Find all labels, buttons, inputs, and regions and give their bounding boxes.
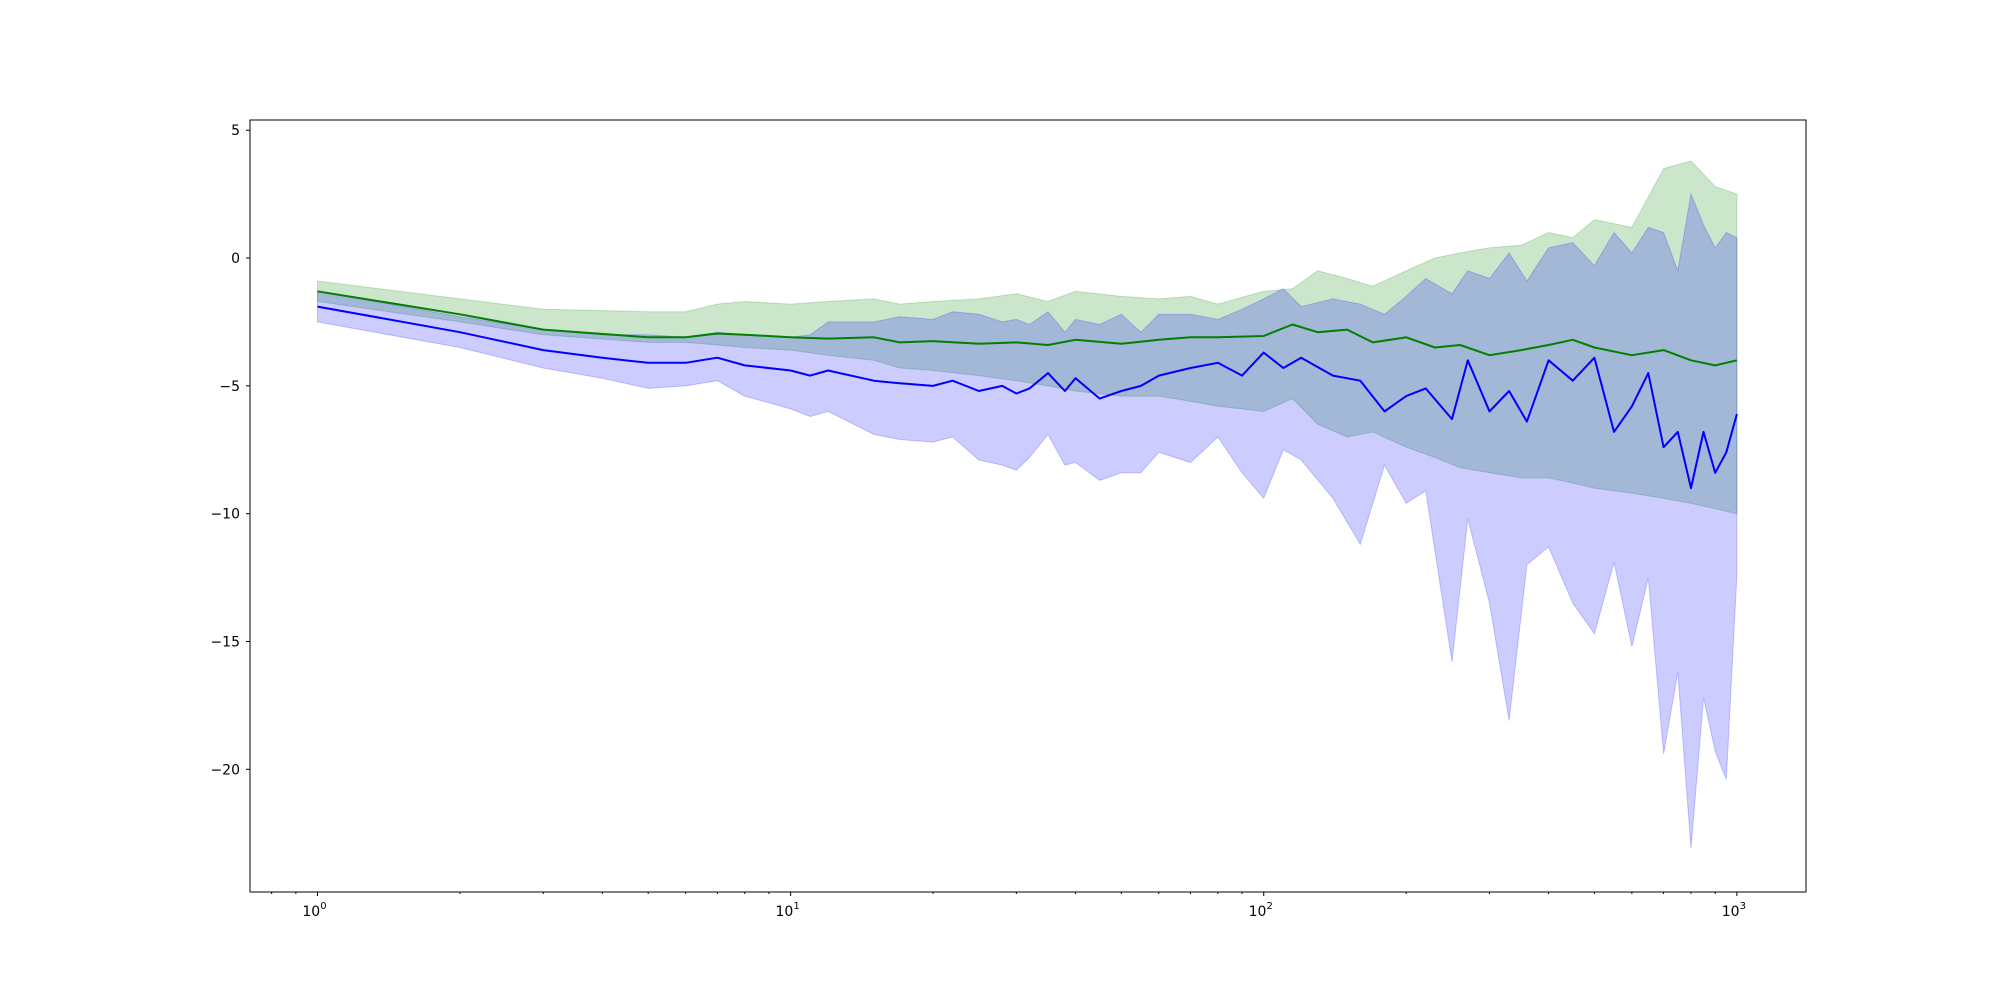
x-tick-exponent: 0	[320, 901, 326, 912]
x-tick-base: 10	[1249, 904, 1267, 920]
x-tick-label: 102	[1249, 901, 1273, 920]
x-tick-exponent: 3	[1740, 901, 1746, 912]
y-tick-label: −10	[210, 507, 240, 523]
blue-mean-line	[317, 305, 1738, 490]
axes-frame	[249, 119, 1807, 893]
green-mean-line	[317, 290, 1738, 367]
blue-band	[317, 192, 1738, 849]
x-tick-base: 10	[1722, 904, 1740, 920]
x-tick-base: 10	[776, 904, 794, 920]
x-tick-base: 10	[302, 904, 320, 920]
y-tick-label: −15	[210, 634, 240, 650]
green-band	[317, 160, 1738, 515]
x-tick-label: 100	[302, 901, 326, 920]
y-axis: 5 0 −5 −10 −15 −20	[210, 123, 250, 778]
x-tick-exponent: 1	[793, 901, 799, 912]
confidence-bands	[317, 160, 1738, 849]
y-tick-label: 5	[231, 123, 240, 139]
x-tick-label: 101	[776, 901, 800, 920]
x-tick-exponent: 2	[1266, 901, 1272, 912]
x-tick-label: 103	[1722, 901, 1746, 920]
y-tick-label: −20	[210, 762, 240, 778]
mean-lines	[317, 290, 1738, 490]
y-tick-label: −5	[219, 379, 240, 395]
y-tick-label: 0	[231, 251, 240, 267]
x-axis: 100 101 102 103	[271, 892, 1746, 920]
